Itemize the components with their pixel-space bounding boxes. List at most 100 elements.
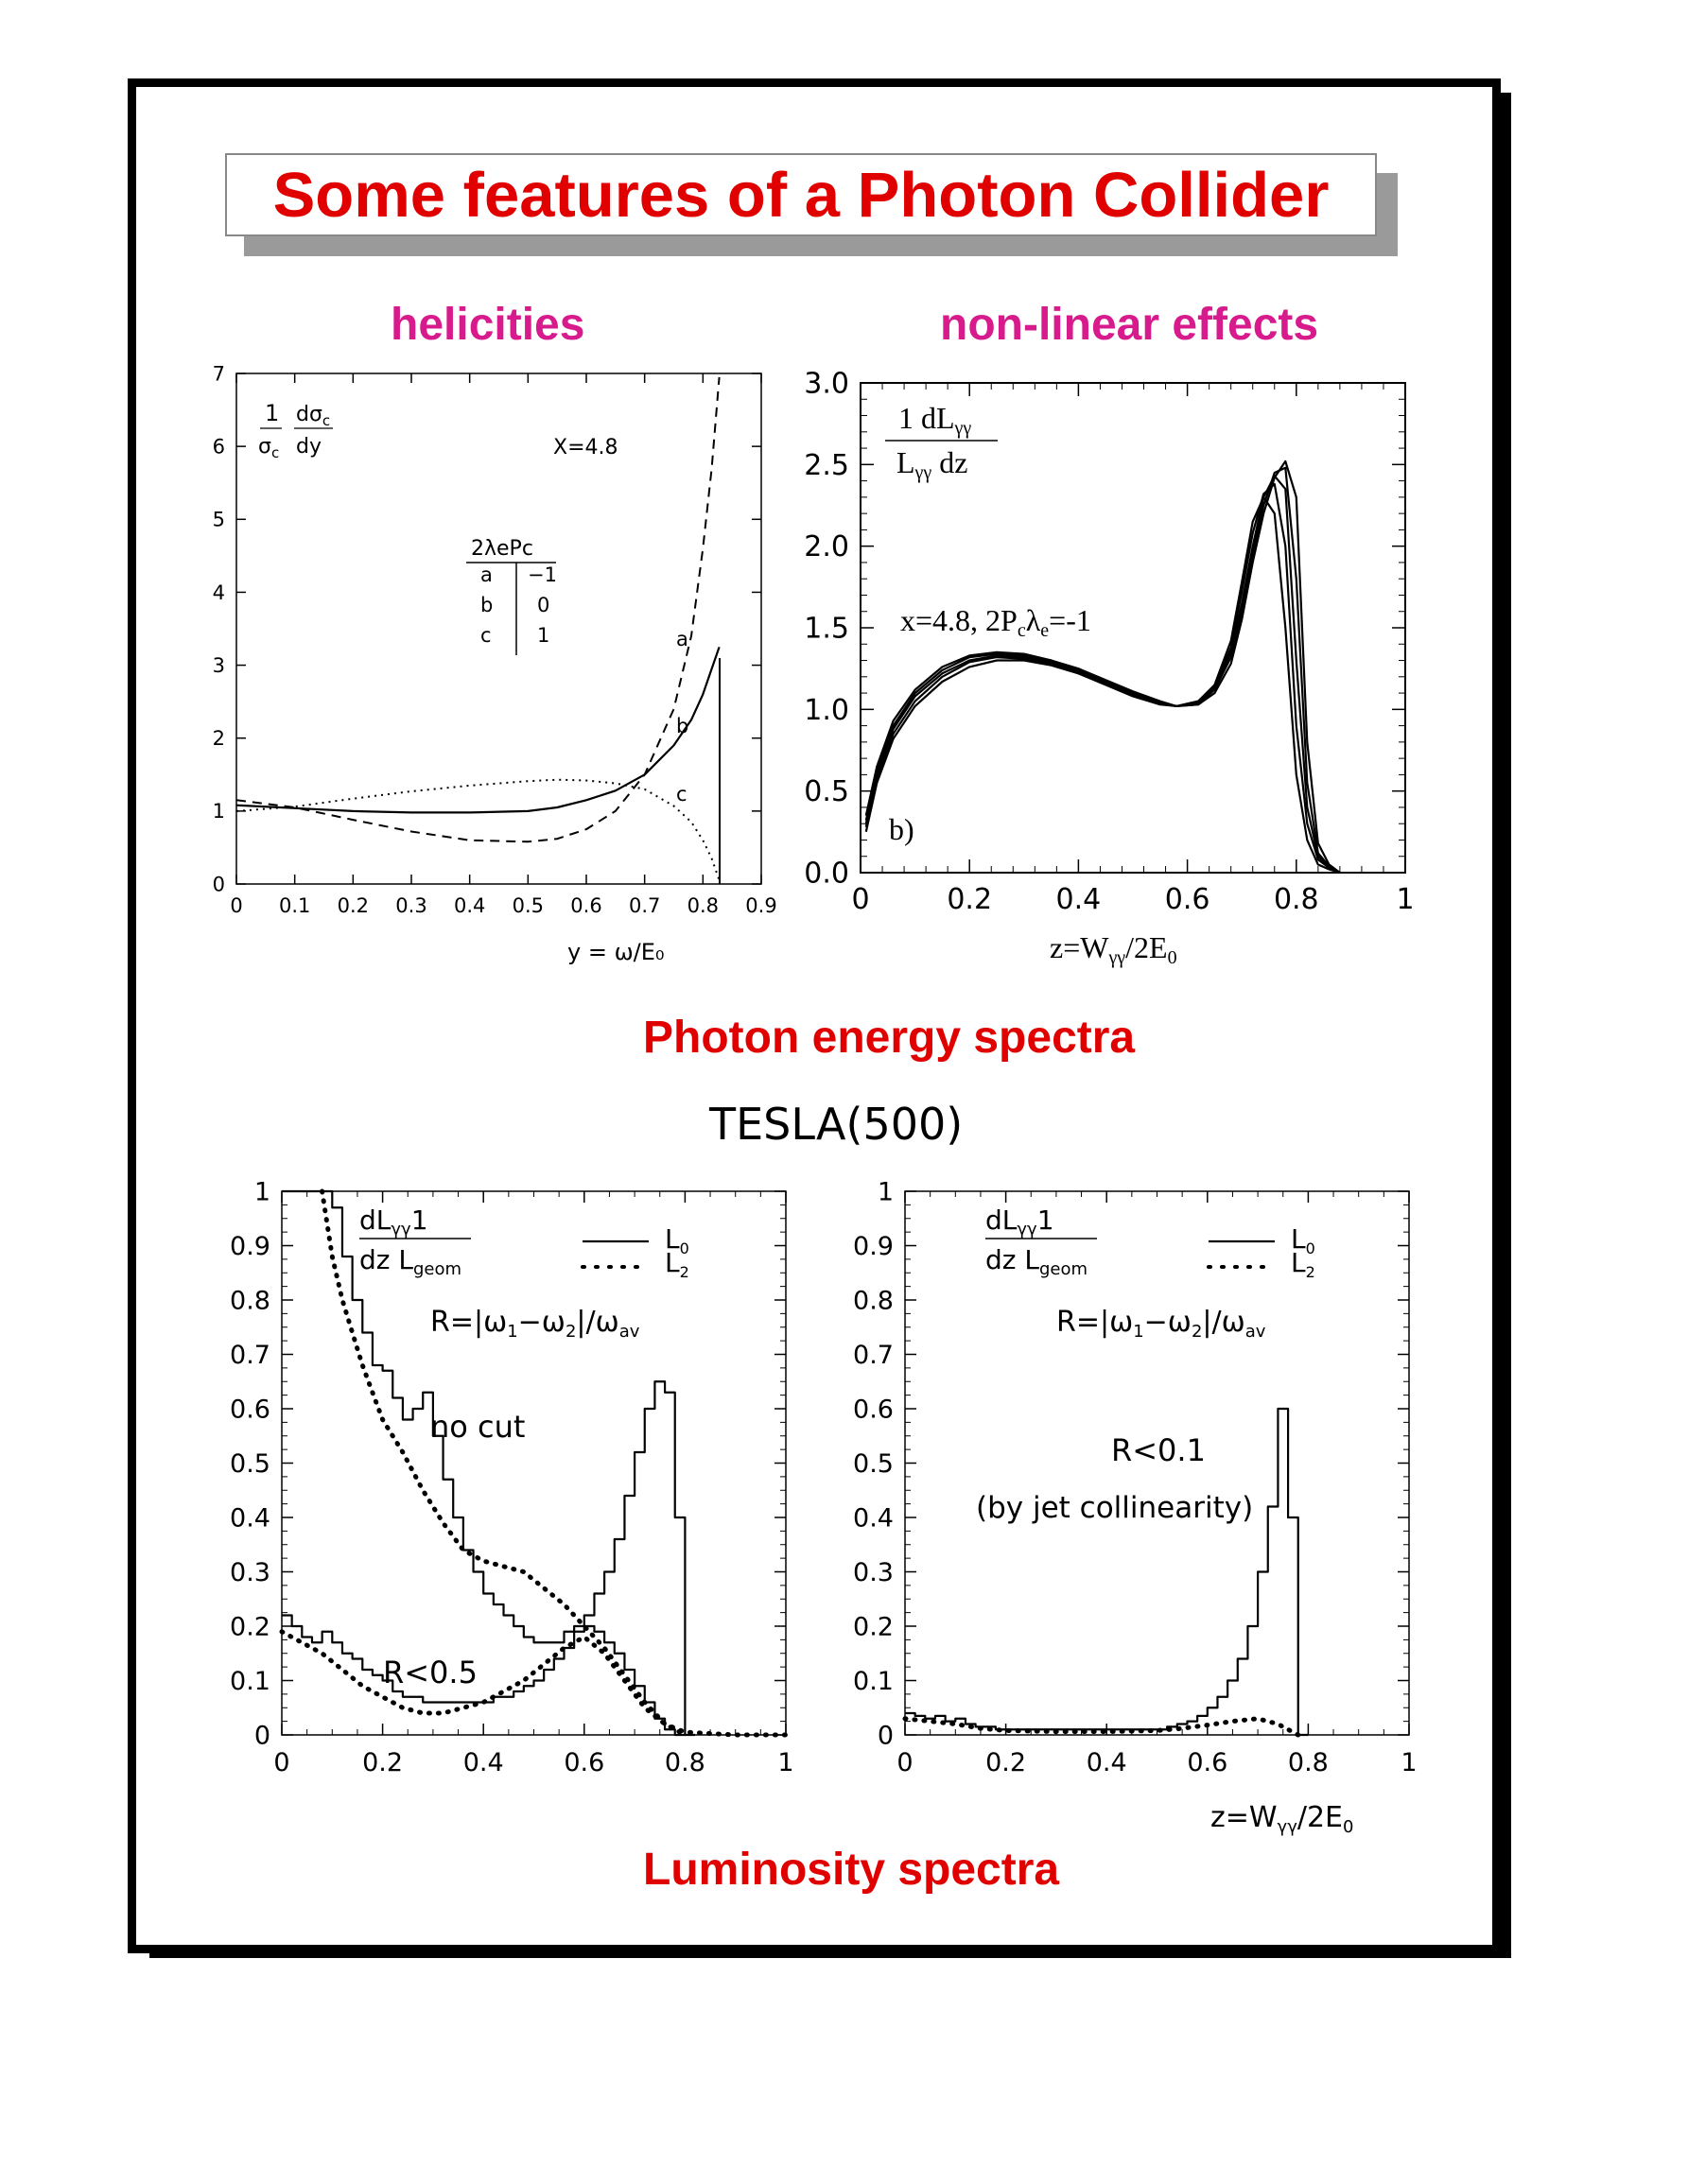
y-tick-label: 2.0	[804, 530, 849, 563]
label-r-cut: R<0.5	[383, 1655, 478, 1690]
y-tick-label: 0.4	[230, 1503, 270, 1533]
params-label: x=4.8, 2Pcλe=-1	[900, 603, 1091, 641]
y-tick-label: 0.0	[804, 858, 849, 891]
y-tick-label: 0	[213, 873, 225, 895]
y-tick-label: 0.9	[230, 1232, 270, 1261]
x-tick-label: 0.6	[1165, 883, 1210, 916]
y-tick-label: 1.0	[804, 694, 849, 727]
table-row-a-val: −1	[528, 563, 557, 586]
y-label-den: Lγγ dz	[896, 445, 967, 483]
y-label-num: 1 dLγγ	[898, 401, 971, 439]
x-tick-label: 0.4	[1056, 883, 1102, 916]
series-1	[864, 495, 1341, 875]
y-tick-label: 0.5	[853, 1449, 894, 1479]
series-l2-r-0-1	[902, 1716, 1301, 1738]
x-tick-label: 0.9	[745, 894, 776, 917]
y-tick-label: 1.5	[804, 613, 849, 646]
helicity-chart: 0 0.1 0.2 0.3 0.4 0.5 0.6 0.7 0.8 0.9 0 1 2 3 4 5 6 7 1 σ…	[213, 362, 777, 965]
series-group	[279, 1188, 789, 1738]
x-tick-label: 0.4	[454, 894, 485, 917]
x-tick-label: 0.5	[513, 894, 544, 917]
y-tick-label: 0.1	[853, 1667, 894, 1696]
series-c	[235, 778, 721, 881]
formula-label: R=|ω1−ω2|/ωav	[430, 1306, 640, 1342]
nonlinear-chart: 0 0.2 0.4 0.6 0.8 1 0.0 0.5 1.0 1.5 2.0 2.5 3.0 1 dL…	[804, 368, 1414, 969]
series-label-c: c	[676, 783, 687, 806]
x-tick-label: 0.3	[395, 894, 426, 917]
y-tick-label: 0	[254, 1721, 270, 1750]
series-b	[235, 646, 721, 814]
y-tick-label: 0.4	[853, 1503, 894, 1533]
table-header: 2λePc	[471, 537, 533, 561]
y-tick-label: 0.7	[230, 1341, 270, 1370]
x-tick-label: 0.4	[463, 1748, 504, 1777]
series-group	[902, 1407, 1309, 1738]
x-tick-label: 1	[1396, 883, 1414, 916]
table-row-a-key: a	[480, 563, 493, 586]
y-tick-label: 0.6	[853, 1395, 894, 1424]
x-tick-label: 0	[896, 1748, 913, 1777]
y-tick-label: 5	[213, 509, 225, 531]
slide-frame	[128, 78, 1501, 1953]
tick-group: 0 0.2 0.4 0.6 0.8 1 0 0.1 0.2 0.3 0.4 0.5 0.6 0.7 0.8 0…	[853, 1177, 1418, 1777]
y-tick-label: 0.7	[853, 1341, 894, 1370]
y-label-den: dz Lgeom	[359, 1244, 461, 1279]
y-tick-label: 0.3	[853, 1558, 894, 1587]
series-l0-r-0-5	[282, 1614, 686, 1737]
y-tick-label: 0.9	[853, 1232, 894, 1261]
y-tick-label: 7	[213, 362, 225, 385]
series-group	[235, 376, 721, 881]
y-tick-label: 0.2	[853, 1612, 894, 1641]
x-tick-label: 0.2	[362, 1748, 403, 1777]
x-tick-label: 0.6	[564, 1748, 604, 1777]
panel-label: b)	[889, 812, 914, 846]
y-tick-label: 0.8	[230, 1286, 270, 1315]
label-r-cut: R<0.1	[1111, 1432, 1206, 1468]
y-label-num: dLγγ1	[359, 1205, 428, 1239]
y-label-num2: dσc	[296, 403, 330, 429]
y-tick-label: 0.6	[230, 1395, 270, 1424]
x-tick-label: 0	[230, 894, 242, 917]
table-row-c-key: c	[480, 624, 492, 647]
tesla-label: TESLA(500)	[709, 1099, 964, 1150]
x-tick-label: 0.2	[985, 1748, 1026, 1777]
series-l0-r-0-1	[905, 1407, 1309, 1737]
x-tick-label: 0.8	[1288, 1748, 1329, 1777]
x-tick-label: 1	[1401, 1748, 1417, 1777]
y-tick-label: 0.5	[230, 1449, 270, 1479]
table-row-c-val: 1	[537, 624, 549, 647]
y-tick-label: 4	[213, 581, 225, 604]
label-method: (by jet collinearity)	[976, 1491, 1253, 1525]
plot-frame	[235, 373, 762, 885]
heading-photon-spectra: Photon energy spectra	[643, 1013, 1136, 1063]
y-tick-label: 2.5	[804, 449, 849, 482]
y-tick-label: 0.3	[230, 1558, 270, 1587]
y-label-den: σc	[258, 435, 279, 461]
y-tick-label: 0.8	[853, 1286, 894, 1315]
y-label-num: dLγγ1	[985, 1205, 1054, 1239]
series-5	[864, 459, 1341, 874]
y-tick-label: 2	[213, 727, 225, 750]
y-tick-label: 0.5	[804, 775, 849, 808]
x-tick-label: 0.8	[1274, 883, 1319, 916]
heading-helicities: helicities	[391, 300, 585, 350]
luminosity-chart-rcut: 0 0.2 0.4 0.6 0.8 1 0 0.1 0.2 0.3 0.4 0.5 0.6 0.7 0.8 0…	[853, 1177, 1418, 1837]
table-row-b-key: b	[480, 594, 493, 616]
heading-luminosity-spectra: Luminosity spectra	[643, 1845, 1060, 1895]
series-label-a: a	[676, 628, 688, 650]
series-a	[235, 376, 721, 843]
y-tick-label: 0.1	[230, 1667, 270, 1696]
x-tick-label: 1	[777, 1748, 793, 1777]
title-box: Some features of a Photon Collider	[225, 153, 1377, 236]
tick-group: 0 0.2 0.4 0.6 0.8 1 0 0.1 0.2 0.3 0.4 0.5 0.6 0.7 0.8 0…	[230, 1177, 794, 1777]
series-label-b: b	[676, 715, 688, 737]
table-row-b-val: 0	[537, 594, 549, 616]
y-tick-label: 1	[213, 800, 225, 823]
x-axis-label: z=Wγγ/2E0	[1210, 1801, 1353, 1837]
tick-group: 0 0.1 0.2 0.3 0.4 0.5 0.6 0.7 0.8 0.9 0 1 2 3 4 5 6 7	[213, 362, 777, 917]
y-tick-label: 1	[878, 1177, 894, 1206]
formula-label: R=|ω1−ω2|/ωav	[1056, 1306, 1266, 1342]
x-param-label: X=4.8	[553, 436, 618, 459]
series-l2-no-cut	[320, 1188, 789, 1738]
plot-frame	[281, 1190, 787, 1736]
